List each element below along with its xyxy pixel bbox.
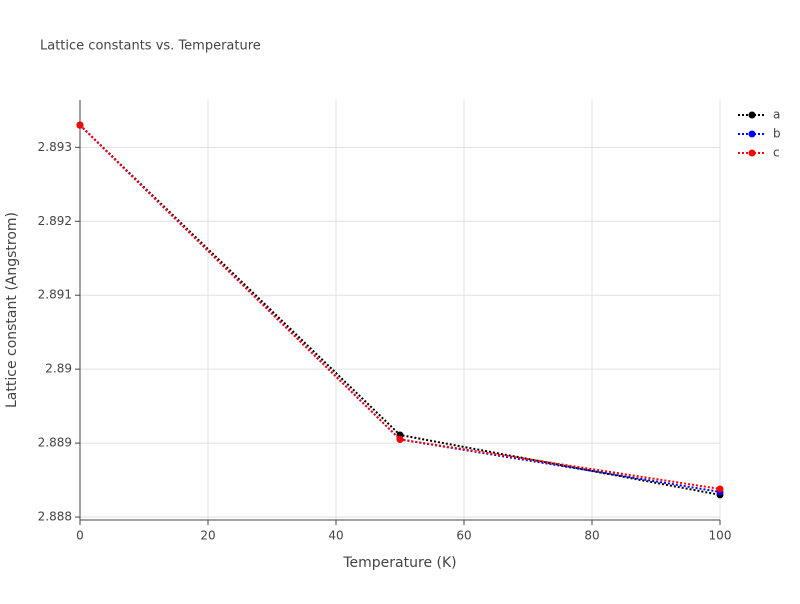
data-point <box>396 435 404 443</box>
legend-marker <box>748 111 756 119</box>
legend-marker <box>748 130 756 138</box>
legend-label: c <box>773 146 780 160</box>
legend-label: a <box>773 108 780 122</box>
y-tick-label: 2.892 <box>38 214 72 228</box>
data-point <box>716 485 724 493</box>
y-tick-label: 2.889 <box>38 436 72 450</box>
data-point <box>76 121 84 129</box>
y-tick-label: 2.888 <box>38 510 72 524</box>
y-tick-label: 2.891 <box>38 288 72 302</box>
x-tick-label: 20 <box>200 529 215 543</box>
x-axis-title: Temperature (K) <box>342 555 456 571</box>
y-tick-label: 2.893 <box>38 140 72 154</box>
chart-title: Lattice constants vs. Temperature <box>40 39 261 54</box>
x-tick-label: 0 <box>76 529 84 543</box>
y-axis-title: Lattice constant (Angstrom) <box>4 212 20 408</box>
x-tick-label: 80 <box>584 529 599 543</box>
x-tick-label: 100 <box>709 529 732 543</box>
legend-marker <box>748 149 756 157</box>
x-tick-label: 60 <box>456 529 471 543</box>
y-tick-label: 2.89 <box>45 362 72 376</box>
x-tick-label: 40 <box>328 529 343 543</box>
legend-label: b <box>773 127 781 141</box>
